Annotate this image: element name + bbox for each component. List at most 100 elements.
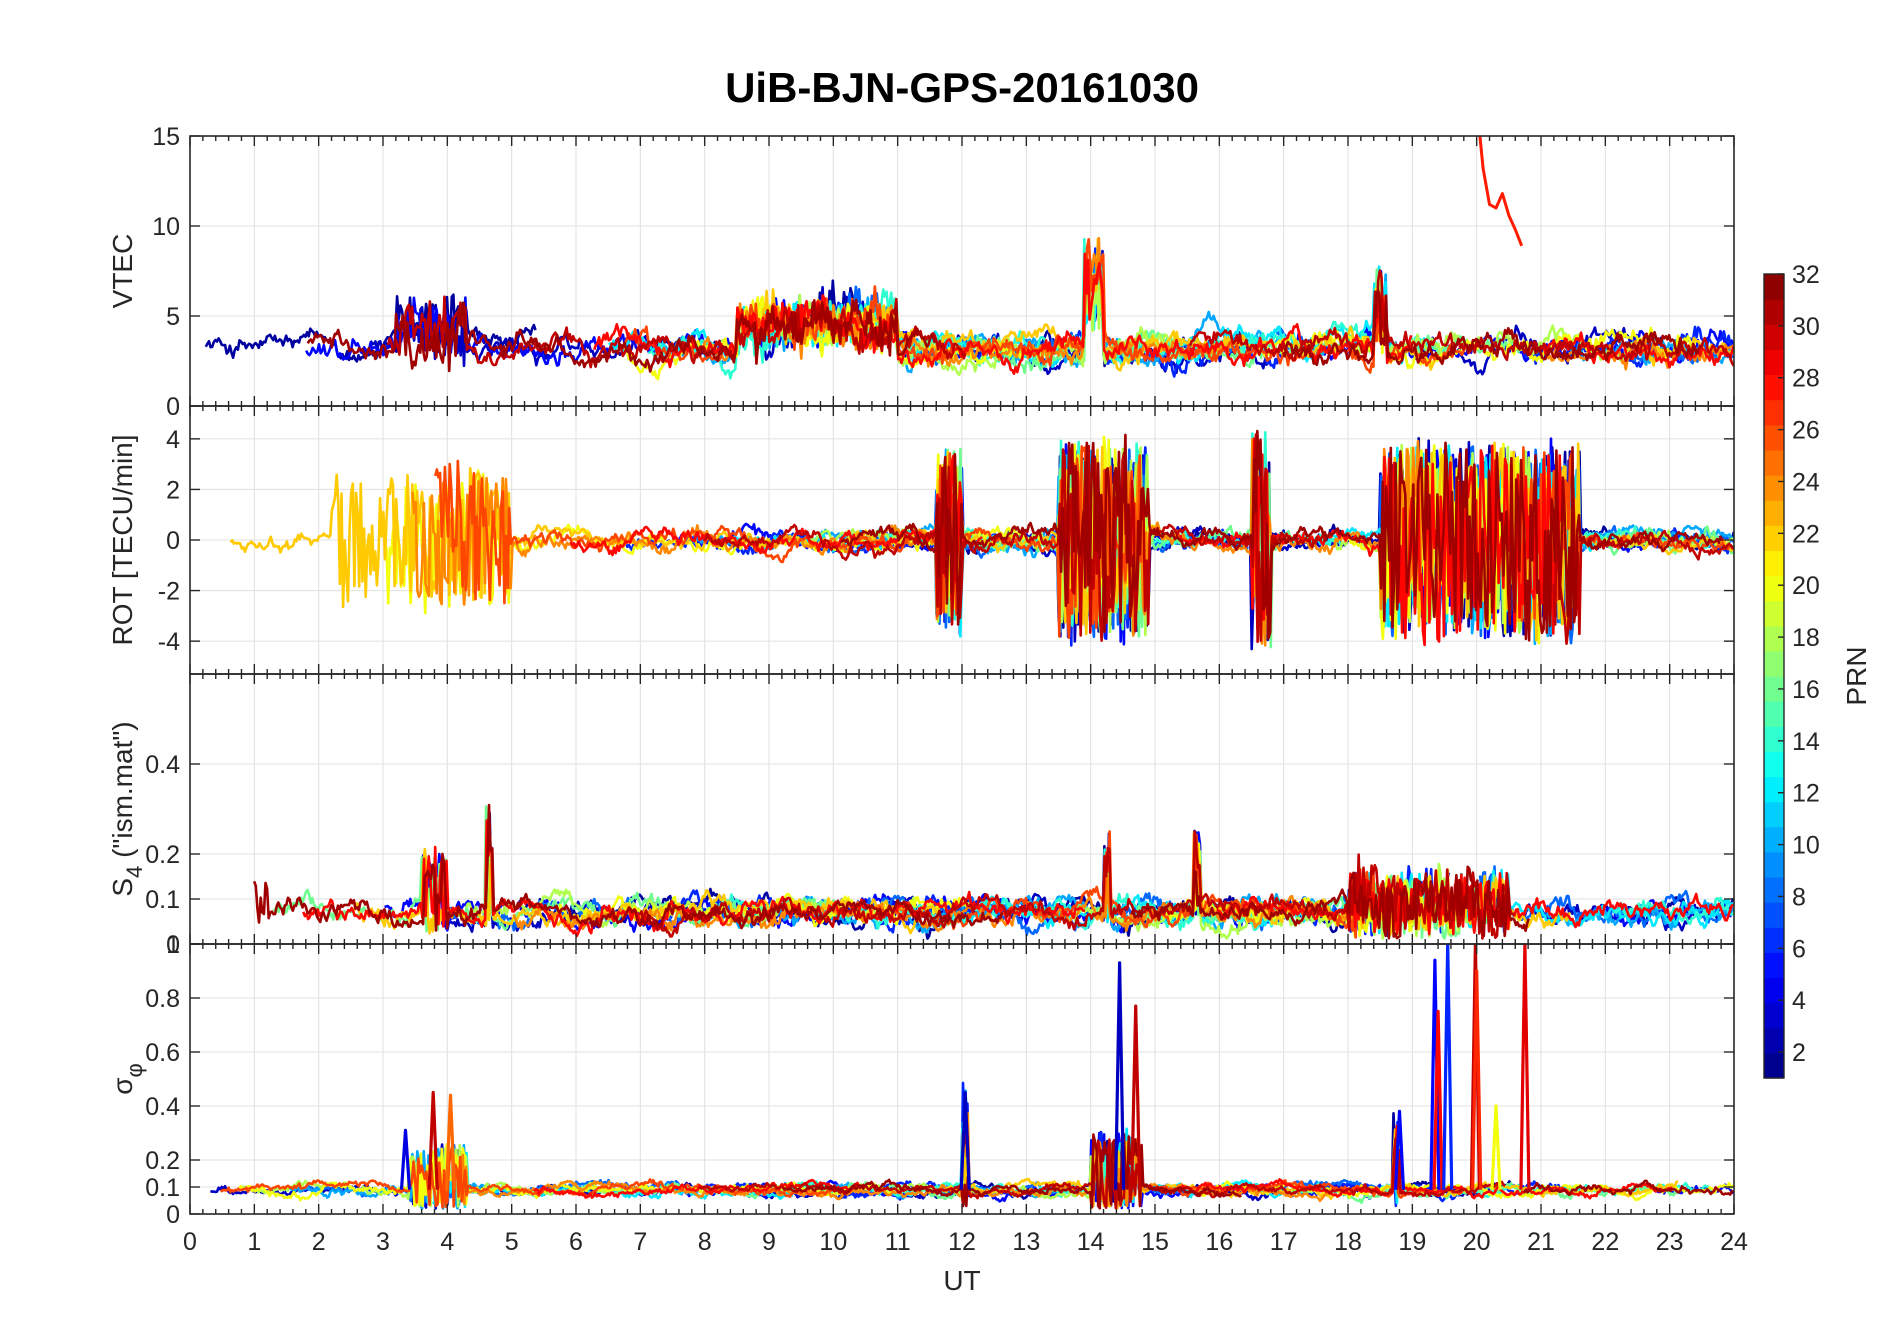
y-tick-label: 0.4 [145,1093,180,1121]
series-prn-31 [306,298,937,373]
colorbar-swatch [1764,525,1784,551]
x-tick-label: 17 [1270,1228,1298,1256]
y-tick-label: -2 [158,578,180,606]
colorbar-swatch [1764,374,1784,401]
colorbar-swatch [1764,977,1784,1004]
series-prn-30 [638,830,1516,940]
colorbar-swatch [1764,826,1784,853]
colorbar-swatch [1764,877,1784,903]
y-tick-label: 1 [166,931,180,959]
colorbar-tick-label: 26 [1792,417,1820,445]
spike-prn-3 [1114,961,1126,1190]
chart-title: UiB-BJN-GPS-20161030 [725,64,1199,111]
colorbar-swatch [1764,475,1784,501]
colorbar-swatch [1764,776,1784,803]
colorbar-frame [1763,273,1785,1079]
x-tick-label: 18 [1334,1228,1362,1256]
colorbar-tick-label: 18 [1792,624,1820,652]
y-tick-label: 0 [166,393,180,421]
x-tick-label: 16 [1205,1228,1233,1256]
spike-prn-30 [1130,1004,1142,1190]
colorbar-swatch [1764,751,1784,778]
series-prn-28 [1178,437,1565,647]
series-prn-28-highlight [1478,136,1524,247]
colorbar-swatch [1764,1052,1784,1079]
spike-prn-20 [1490,1104,1502,1190]
colorbar-swatch [1764,449,1784,476]
colorbar-swatch [1764,274,1784,300]
x-tick-label: 12 [948,1228,976,1256]
x-tick-label: 23 [1656,1228,1684,1256]
colorbar-tick-label: 4 [1792,987,1806,1015]
colorbar-swatch [1764,927,1784,953]
y-tick-label: 0.8 [145,985,180,1013]
colorbar-swatch [1764,349,1784,376]
colorbar-label: PRN [1841,646,1872,705]
y-axis-label: VTEC [107,234,138,309]
colorbar-swatch [1764,575,1784,602]
colorbar-tick-label: 8 [1792,883,1806,911]
series-prn-31 [252,803,1004,932]
colorbar-swatch [1764,299,1784,325]
colorbar-tick-label: 6 [1792,935,1806,963]
panel-rot: -4 -2 0 2 4 ROT [TECU/min] [107,405,1735,675]
colorbar-tick-label: 32 [1792,261,1820,289]
colorbar-swatch [1764,801,1784,828]
y-axis-label-main: σ [107,1077,138,1094]
x-tick-label: 8 [698,1228,712,1256]
x-tick-label: 13 [1012,1228,1040,1256]
colorbar-swatch [1764,324,1784,350]
x-tick-label: 15 [1141,1228,1169,1256]
colorbar-tick-label: 24 [1792,468,1820,496]
y-tick-label: 2 [166,476,180,504]
y-axis-label-rest: ("ism.mat") [107,721,138,865]
y-axis-label: σφ [107,1063,147,1095]
y-tick-label: 0 [166,527,180,555]
y-tick-label: 0.2 [145,841,180,869]
colorbar-tick-label: 22 [1792,520,1820,548]
x-tick-label: 1 [247,1228,261,1256]
y-axis-label: ROT [TECU/min] [107,434,138,645]
panel-series [209,944,1734,1210]
colorbar-swatch [1764,676,1784,702]
x-tick-label: 11 [885,1228,911,1256]
x-tick-label: 24 [1720,1228,1748,1256]
y-tick-label: 10 [152,213,180,241]
panel-series [229,429,1734,651]
colorbar-tick-label: 10 [1792,832,1820,860]
series-prn-10 [1546,899,1734,931]
x-tick-label: 20 [1463,1228,1491,1256]
y-tick-label: 4 [166,426,180,454]
y-tick-label: 0.1 [145,886,180,914]
colorbar-tick-label: 2 [1792,1039,1806,1067]
x-tick-label: 14 [1077,1228,1105,1256]
colorbar-swatch [1764,600,1784,627]
x-tick-label: 2 [312,1228,326,1256]
y-tick-label: 0.6 [145,1039,180,1067]
x-tick-label: 19 [1398,1228,1426,1256]
colorbar-swatch [1764,550,1784,577]
series-prn-28 [1175,1124,1673,1200]
x-tick-label: 22 [1591,1228,1619,1256]
series-prn-31 [1281,288,1700,367]
colorbar-tick-label: 12 [1792,780,1820,808]
y-axis-label: S4 ("ism.mat") [107,721,147,896]
series-prn-30 [1552,473,1734,645]
x-tick-label: 3 [376,1228,390,1256]
colorbar-swatch [1764,952,1784,979]
series-prn-26 [1517,446,1734,623]
spike-prn-25 [444,1093,457,1190]
y-tick-label: 0.2 [145,1147,180,1175]
x-tick-labels: 0 1 2 3 4 5 6 7 8 9 10 11 12 13 14 15 16 17 18 19 20 21 22 23 24 [183,1228,1748,1256]
panel-vtec: 0 5 10 15 VTEC [107,123,1735,421]
panel-ticks [189,406,1735,674]
series-prn-28 [1216,868,1734,936]
colorbar-swatch [1764,500,1784,526]
y-tick-label: -4 [158,628,180,656]
x-tick-label: 5 [505,1228,519,1256]
colorbar-tick-label: 30 [1792,313,1820,341]
y-tick-label: 0.1 [145,1174,180,1202]
